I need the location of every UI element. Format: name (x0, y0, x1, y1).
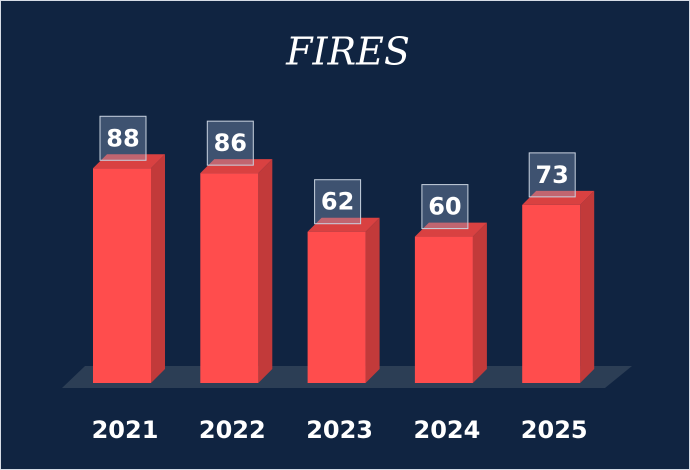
bar (414, 236, 473, 383)
value-label-box (206, 120, 254, 166)
bar-top (414, 222, 487, 237)
bar-top (93, 154, 165, 169)
bar-side (365, 217, 380, 383)
bar-side (580, 190, 595, 383)
bar-top (307, 217, 380, 232)
value-label: 60 (428, 193, 461, 221)
bar (93, 168, 151, 383)
bar (522, 204, 581, 383)
bar-top (522, 190, 595, 205)
x-tick-label: 2023 (306, 416, 373, 444)
x-tick-label: 2025 (521, 416, 588, 444)
bar (307, 231, 366, 383)
value-label: 73 (535, 161, 568, 189)
chart-title: FIRES (285, 30, 410, 74)
value-label-box (314, 179, 362, 225)
x-tick-label: 2022 (199, 416, 266, 444)
bar-top (200, 159, 273, 174)
value-label-box (99, 115, 147, 161)
x-tick-label: 2024 (414, 416, 481, 444)
bar-side (472, 222, 487, 383)
value-label: 62 (321, 188, 354, 216)
bars: 88 86 62 60 73 (93, 115, 595, 383)
value-label: 86 (214, 129, 247, 157)
x-tick-label: 2021 (92, 416, 159, 444)
bar-side (151, 154, 165, 383)
bar-side (258, 159, 273, 383)
value-label-box (421, 184, 469, 230)
value-label-box (528, 152, 576, 198)
bar (200, 173, 259, 383)
value-label: 88 (106, 124, 139, 152)
